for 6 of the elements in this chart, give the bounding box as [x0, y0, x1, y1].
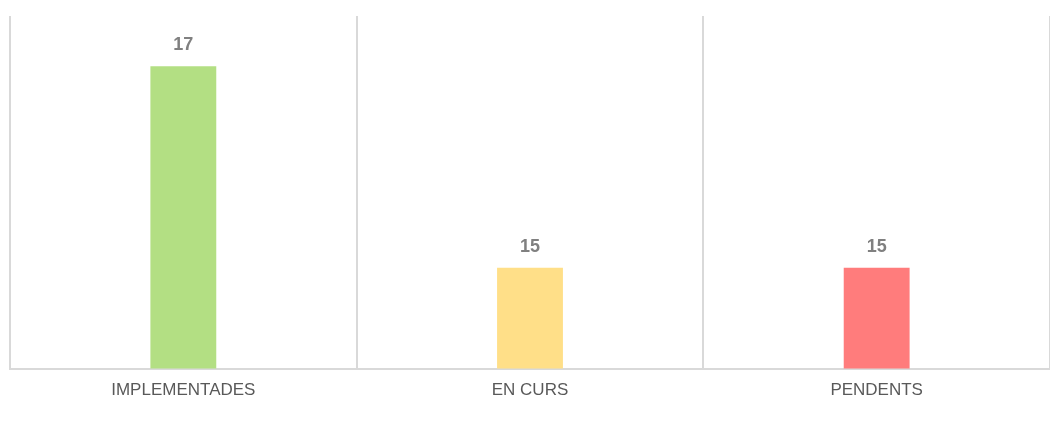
data-label: 15 — [866, 235, 887, 256]
x-tick-label: IMPLEMENTADES — [111, 380, 256, 400]
x-tick-label: PENDENTS — [830, 380, 923, 400]
x-tick-label: EN CURS — [491, 380, 569, 400]
data-label: 15 — [519, 235, 541, 256]
data-label: 17 — [173, 34, 194, 55]
